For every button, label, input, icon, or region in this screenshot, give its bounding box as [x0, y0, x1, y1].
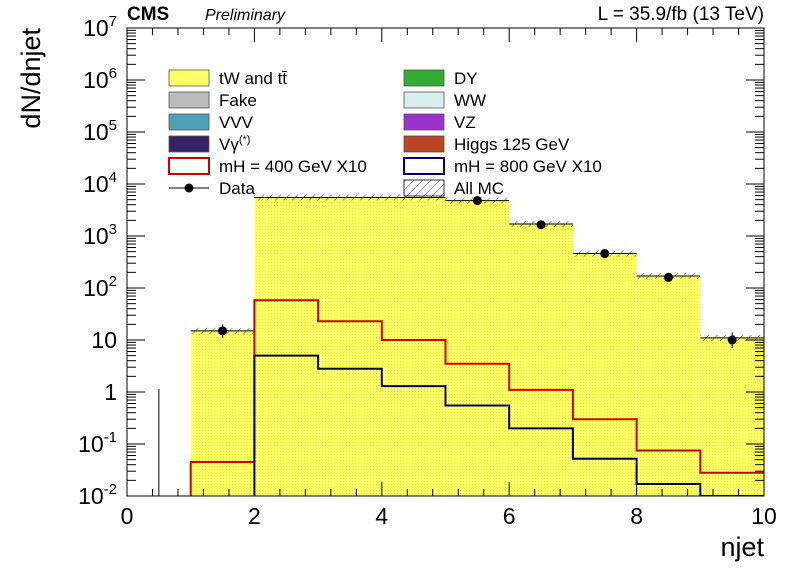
y-tick-label: 107 [83, 13, 117, 41]
legend-swatch [403, 135, 445, 153]
data-point-5 [663, 272, 673, 282]
legend-swatch [403, 91, 445, 109]
legend-label: DY [454, 69, 478, 88]
y-tick-label: 10-2 [78, 481, 117, 509]
legend-label: All MC [454, 179, 504, 198]
bar-ttbar-bin-4 [381, 197, 446, 496]
data-points [158, 196, 737, 496]
histogram-stack [190, 197, 764, 496]
legend-label: VVV [219, 113, 254, 132]
legend-label: mH = 800 GeV X10 [454, 157, 602, 176]
legend-entry: Higgs 125 GeV [403, 135, 570, 154]
mc-unc-bin-4 [381, 194, 446, 201]
legend-label: Fake [219, 91, 257, 110]
y-axis-label: dN/dnjet [16, 28, 46, 129]
bar-ttbar-bin-5 [445, 200, 510, 496]
mc-unc-bin-3 [318, 194, 382, 201]
y-tick-label: 10 [91, 327, 117, 353]
legend-entry: Vγ(*) [168, 134, 250, 154]
y-tick-label: 105 [83, 117, 117, 145]
plot-frame [126, 27, 765, 497]
bar-ttbar-bin-6 [509, 224, 573, 496]
legend-marker [184, 183, 194, 193]
legend-swatch [168, 91, 210, 109]
data-point-2 [472, 196, 482, 206]
legend-entry: mH = 800 GeV X10 [403, 157, 602, 176]
legend-entry: VZ [403, 113, 476, 132]
x-tick-label: 8 [630, 503, 643, 529]
bar-ttbar-bin-1 [190, 330, 255, 496]
legend-label: tW and tt̄ [219, 69, 287, 88]
x-axis-label: njet [720, 532, 764, 562]
legend-entry: DY [403, 69, 478, 88]
legend-swatch [168, 113, 210, 131]
lumi-label: L = 35.9/fb (13 TeV) [598, 4, 764, 25]
legend-swatch [168, 157, 210, 175]
legend-label: Data [219, 179, 255, 198]
legend-swatch [403, 113, 445, 131]
bar-ttbar-bin-3 [318, 197, 382, 496]
y-tick-label: 102 [83, 273, 117, 301]
bar-ttbar-bin-9 [700, 337, 764, 496]
legend-label: Higgs 125 GeV [454, 135, 570, 154]
x-tick-label: 4 [375, 503, 388, 529]
legend-swatch [168, 69, 210, 87]
bar-ttbar-bin-2 [254, 197, 319, 496]
data-point-4 [600, 249, 610, 259]
legend-swatch [403, 179, 445, 197]
y-tick-label: 106 [83, 65, 117, 93]
x-tick-label: 6 [503, 503, 516, 529]
legend-label: VZ [454, 113, 476, 132]
bar-ttbar-bin-8 [636, 276, 701, 496]
legend-label: mH = 400 GeV X10 [219, 157, 367, 176]
status-label: Preliminary [205, 7, 286, 24]
y-tick-label: 103 [83, 221, 117, 249]
legend-swatch [403, 69, 445, 87]
legend-entry: mH = 400 GeV X10 [168, 157, 367, 176]
y-tick-label: 104 [83, 169, 117, 197]
x-tick-label: 2 [248, 503, 261, 529]
y-tick-label: 1 [104, 379, 117, 405]
legend-swatch [168, 135, 210, 153]
x-tick-label: 0 [121, 503, 134, 529]
legend-entry: WW [403, 91, 486, 110]
data-point-3 [536, 220, 546, 230]
axes: 0 2 4 6 8 10 10-2 10-1 1 10 102 103 104 105 106 107 [78, 13, 777, 529]
bar-ttbar-bin-7 [572, 253, 637, 496]
legend-label: WW [454, 91, 486, 110]
legend-entry: All MC [403, 179, 504, 198]
y-tick-label: 10-1 [78, 429, 117, 457]
x-tick-label: 10 [751, 503, 777, 529]
legend-entry: tW and tt̄ [168, 69, 287, 88]
legend-entry: Data [169, 179, 255, 198]
legend-swatch [403, 157, 445, 175]
data-point-6 [727, 335, 737, 345]
legend-entry: Fake [168, 91, 257, 110]
experiment-label: CMS [127, 4, 169, 25]
legend-label: Vγ(*) [219, 134, 250, 154]
legend: tW and tt̄ DY Fake WW VVV VZ Vγ(*) Higgs 125 Ge… [168, 69, 602, 198]
legend-entry: VVV [168, 113, 254, 132]
data-point-1 [218, 326, 228, 336]
mc-unc-bin-2 [254, 194, 319, 201]
